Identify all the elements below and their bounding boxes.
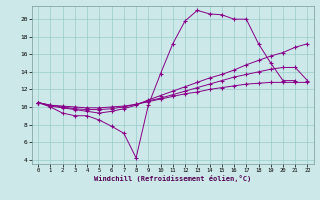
X-axis label: Windchill (Refroidissement éolien,°C): Windchill (Refroidissement éolien,°C) [94, 175, 252, 182]
